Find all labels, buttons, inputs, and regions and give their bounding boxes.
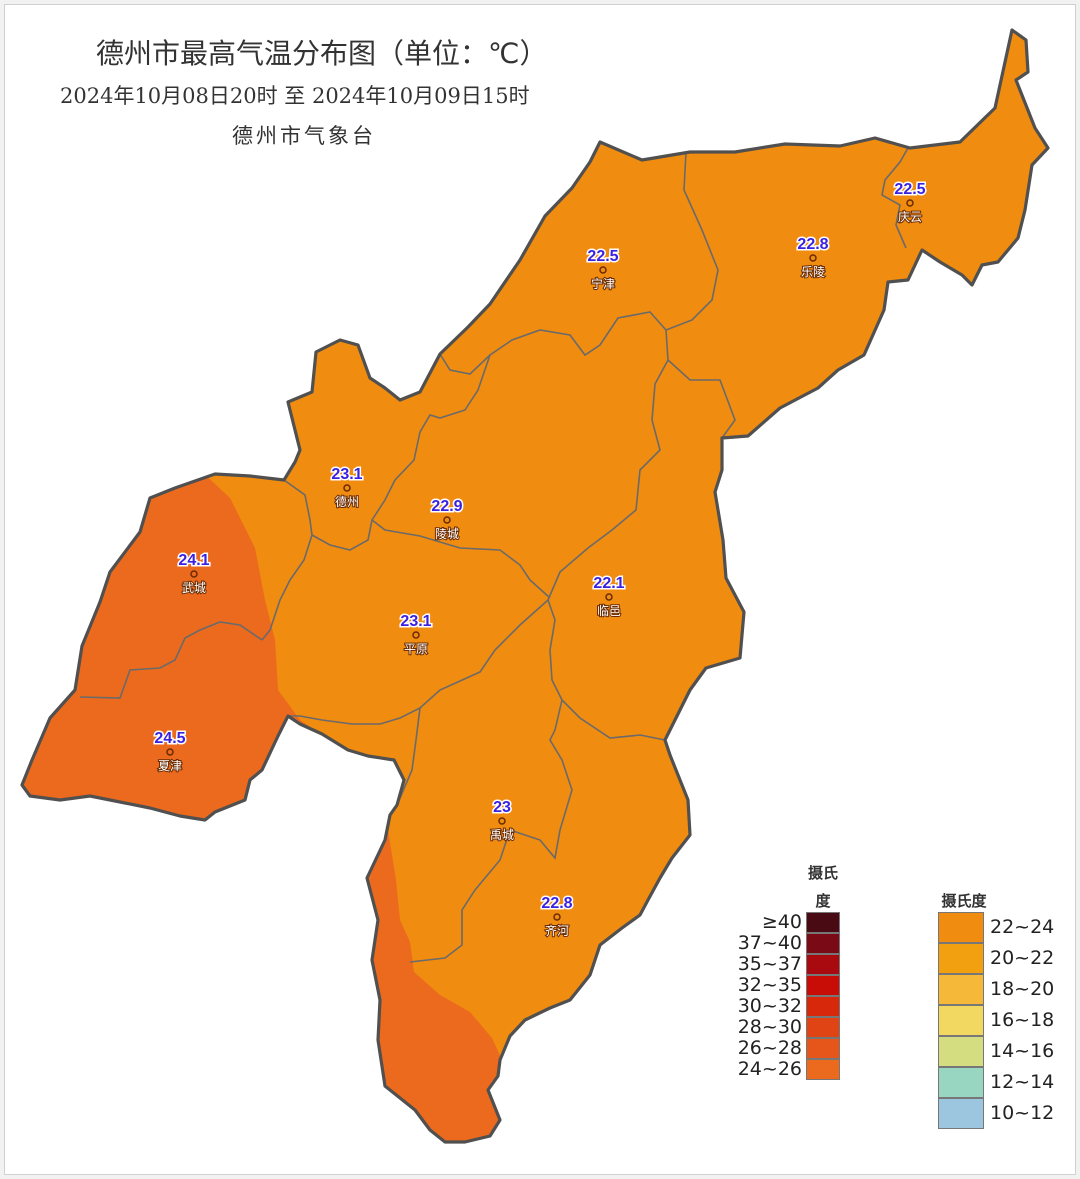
station-value: 23	[493, 799, 511, 816]
legend-swatch	[806, 1017, 840, 1038]
station-9: 23 禹城	[489, 798, 515, 844]
station-name: 临邑	[597, 604, 621, 618]
station-value: 23.1	[400, 613, 431, 630]
station-name: 武城	[182, 581, 206, 595]
station-dot	[443, 516, 451, 524]
legend-label: 35~37	[737, 952, 802, 975]
legend-label: 26~28	[737, 1036, 802, 1059]
legend-hot-title-line1: 摄氏	[807, 864, 838, 882]
station-dot	[553, 913, 561, 921]
station-name: 平原	[404, 642, 428, 656]
station-value: 24.1	[178, 552, 209, 569]
legend-swatch	[938, 912, 984, 943]
station-2: 22.8 乐陵	[796, 235, 830, 281]
legend-label: 16~18	[990, 1008, 1055, 1031]
legend-label: ≥40	[761, 910, 802, 933]
legend-swatch	[938, 943, 984, 974]
legend-label: 30~32	[737, 994, 802, 1017]
station-dot	[190, 570, 198, 578]
station-dot	[166, 748, 174, 756]
legend-label: 22~24	[990, 915, 1055, 938]
map-time-range: 2024年10月08日20时 至 2024年10月09日15时	[60, 84, 530, 108]
legend-label: 20~22	[990, 946, 1055, 969]
station-value: 22.9	[431, 498, 462, 515]
station-7: 23.1 平原	[399, 612, 433, 658]
legend-swatch	[806, 912, 840, 933]
station-dot	[599, 266, 607, 274]
station-1: 22.5 宁津	[586, 247, 620, 293]
station-value: 23.1	[331, 466, 362, 483]
legend-label: 28~30	[737, 1015, 802, 1038]
station-dot	[605, 593, 613, 601]
legend-swatch	[938, 1067, 984, 1098]
legend-swatch	[806, 954, 840, 975]
legend-label: 14~16	[990, 1039, 1055, 1062]
legend-swatch	[938, 1098, 984, 1129]
legend-label: 32~35	[737, 973, 802, 996]
legend-swatch	[806, 1059, 840, 1080]
legend-label: 37~40	[737, 931, 802, 954]
legend-swatch	[938, 974, 984, 1005]
station-value: 22.8	[797, 236, 828, 253]
station-10: 22.8 齐河	[540, 894, 574, 940]
station-4: 22.9 陵城	[430, 497, 464, 543]
legend-swatch	[938, 1005, 984, 1036]
legend-swatch	[806, 996, 840, 1017]
station-0: 22.5 庆云	[893, 180, 927, 226]
legend-swatch	[806, 933, 840, 954]
county-boundaries	[79, 147, 909, 963]
station-3: 23.1 德州	[330, 465, 364, 511]
station-value: 22.5	[894, 181, 925, 198]
legend-label: 24~26	[737, 1057, 802, 1080]
station-dot	[498, 817, 506, 825]
station-name: 德州	[335, 494, 359, 509]
station-dot	[906, 199, 914, 207]
station-name: 庆云	[898, 210, 922, 224]
legend-label: 18~20	[990, 977, 1055, 1000]
station-6: 22.1 临邑	[592, 574, 626, 620]
station-value: 22.8	[541, 895, 572, 912]
legend-swatch	[806, 975, 840, 996]
map-title: 德州市最高气温分布图（单位：℃）	[96, 37, 548, 70]
legend-swatch	[938, 1036, 984, 1067]
map-source: 德州市气象台	[232, 124, 376, 148]
station-5: 24.1 武城	[177, 551, 211, 597]
station-name: 齐河	[545, 923, 569, 938]
legend-swatch	[806, 1038, 840, 1059]
station-value: 22.1	[593, 575, 624, 592]
legend-cool-title: 摄氏度	[941, 892, 987, 910]
station-dot	[412, 631, 420, 639]
legend-label: 10~12	[990, 1101, 1055, 1124]
zone-24-26-south	[360, 820, 520, 1142]
legend-label: 12~14	[990, 1070, 1055, 1093]
station-name: 陵城	[435, 527, 459, 541]
station-8: 24.5 夏津	[153, 729, 187, 775]
station-name: 宁津	[591, 276, 615, 291]
station-name: 乐陵	[801, 265, 825, 279]
station-dot	[809, 254, 817, 262]
station-value: 24.5	[154, 730, 185, 747]
station-value: 22.5	[587, 248, 618, 265]
station-name: 夏津	[158, 759, 182, 773]
station-dot	[343, 484, 351, 492]
legend-hot-title-line2: 度	[815, 892, 831, 910]
station-name: 禹城	[490, 828, 514, 842]
